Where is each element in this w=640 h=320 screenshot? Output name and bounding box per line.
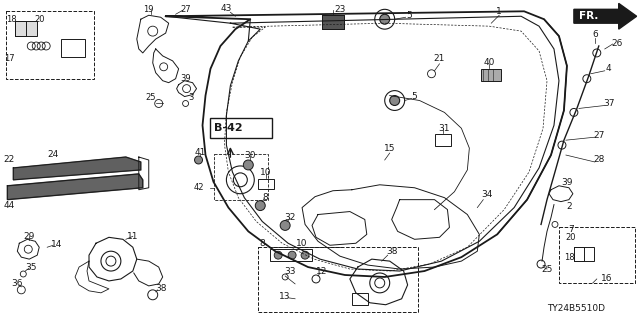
- Circle shape: [380, 14, 390, 24]
- Text: 27: 27: [593, 131, 604, 140]
- Bar: [259, 179, 274, 189]
- Text: 20: 20: [34, 15, 44, 24]
- Text: 33: 33: [284, 267, 296, 276]
- Text: 39: 39: [561, 178, 573, 187]
- Text: 40: 40: [484, 58, 495, 67]
- Bar: [435, 134, 451, 146]
- Text: 2: 2: [566, 202, 572, 211]
- Text: 39: 39: [180, 74, 191, 83]
- Text: 20: 20: [566, 233, 576, 242]
- Bar: [270, 249, 312, 261]
- Circle shape: [390, 96, 399, 106]
- Circle shape: [288, 251, 296, 259]
- Text: 6: 6: [592, 30, 598, 39]
- Text: 21: 21: [434, 54, 445, 63]
- Text: 18: 18: [564, 253, 574, 262]
- Text: 17: 17: [4, 54, 15, 63]
- Text: 18: 18: [6, 15, 17, 24]
- Polygon shape: [8, 174, 143, 200]
- Text: B-42: B-42: [214, 123, 243, 133]
- Text: 31: 31: [438, 124, 450, 133]
- Bar: [61, 39, 85, 57]
- Text: 43: 43: [221, 4, 232, 13]
- Text: 37: 37: [603, 99, 614, 108]
- Text: 26: 26: [611, 38, 622, 48]
- Bar: [322, 15, 344, 29]
- Circle shape: [280, 220, 290, 230]
- Bar: [214, 154, 268, 200]
- Text: 14: 14: [51, 240, 62, 249]
- Text: 3: 3: [188, 93, 193, 102]
- Text: 12: 12: [316, 267, 328, 276]
- Text: 10: 10: [259, 168, 271, 177]
- Text: 25: 25: [541, 265, 553, 274]
- Text: 16: 16: [601, 275, 612, 284]
- Circle shape: [243, 160, 253, 170]
- Text: 30: 30: [244, 150, 256, 160]
- Text: 44: 44: [4, 201, 15, 210]
- Text: 13: 13: [280, 292, 291, 301]
- Text: 10: 10: [296, 239, 308, 248]
- Text: 22: 22: [4, 156, 15, 164]
- Text: 38: 38: [386, 247, 397, 256]
- Polygon shape: [13, 157, 141, 180]
- Bar: [481, 69, 501, 81]
- Text: 41: 41: [195, 148, 206, 156]
- Circle shape: [301, 251, 309, 259]
- Text: 8: 8: [262, 193, 268, 202]
- Text: 5: 5: [412, 92, 417, 101]
- Text: 15: 15: [384, 144, 396, 153]
- Text: 23: 23: [334, 5, 346, 14]
- Text: 27: 27: [180, 5, 191, 14]
- Bar: [211, 118, 272, 138]
- Bar: [574, 247, 584, 261]
- Bar: [559, 228, 635, 283]
- Circle shape: [274, 251, 282, 259]
- Circle shape: [255, 201, 265, 211]
- Text: 29: 29: [24, 232, 35, 241]
- Text: 36: 36: [12, 279, 23, 288]
- Text: 38: 38: [155, 284, 166, 293]
- Text: 7: 7: [568, 225, 574, 234]
- Bar: [322, 15, 344, 29]
- Text: 25: 25: [145, 93, 156, 102]
- Circle shape: [195, 156, 202, 164]
- Text: 19: 19: [143, 5, 154, 14]
- Text: 32: 32: [284, 213, 296, 222]
- Bar: [15, 21, 26, 36]
- Text: 11: 11: [127, 232, 139, 241]
- Text: 1: 1: [497, 7, 502, 16]
- Bar: [259, 247, 417, 312]
- Text: 28: 28: [593, 156, 604, 164]
- Bar: [352, 293, 368, 305]
- Text: 8: 8: [259, 239, 265, 248]
- Text: 5: 5: [407, 11, 413, 20]
- Text: 34: 34: [481, 190, 493, 199]
- Text: 4: 4: [606, 64, 612, 73]
- Text: FR.: FR.: [579, 11, 598, 21]
- Text: 42: 42: [193, 183, 204, 192]
- Text: TY24B5510D: TY24B5510D: [547, 304, 605, 313]
- Text: 35: 35: [26, 263, 37, 272]
- Bar: [15, 21, 37, 36]
- Polygon shape: [574, 4, 637, 29]
- Bar: [6, 11, 94, 79]
- Bar: [574, 247, 594, 261]
- Text: 24: 24: [47, 149, 59, 158]
